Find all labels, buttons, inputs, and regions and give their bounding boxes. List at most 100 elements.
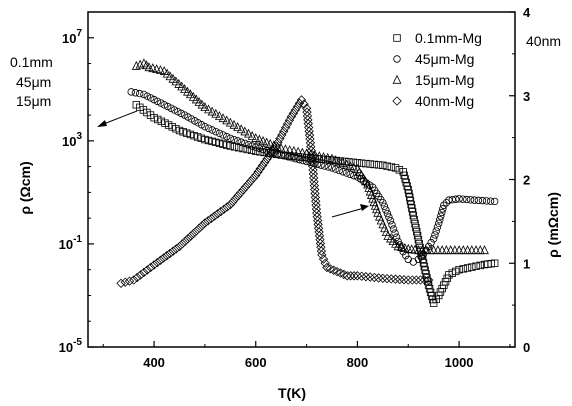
data-point (266, 147, 277, 158)
data-point (318, 254, 329, 264)
data-point (409, 211, 418, 220)
legend-label: 0.1mm-Mg (415, 30, 482, 46)
data-point (241, 139, 249, 148)
data-point (155, 255, 166, 265)
data-point (152, 257, 162, 268)
data-point (365, 272, 375, 282)
data-point (251, 170, 261, 180)
data-point (324, 163, 333, 171)
data-point (180, 236, 190, 246)
data-point (410, 215, 418, 224)
data-point (203, 216, 213, 226)
data-point (204, 104, 213, 114)
data-point (379, 198, 387, 207)
data-point (197, 220, 207, 231)
data-point (439, 205, 447, 213)
data-point (206, 213, 216, 224)
legend-marker-triangle (392, 74, 402, 84)
data-point (269, 140, 279, 150)
data-point (212, 209, 223, 219)
data-point (183, 234, 193, 244)
data-point (395, 274, 405, 285)
data-point (155, 65, 165, 75)
data-point (345, 161, 355, 170)
data-point (490, 197, 499, 206)
right-axis-arrowhead (360, 204, 369, 211)
data-point (383, 162, 391, 170)
data-point (222, 202, 232, 212)
data-point (432, 295, 440, 304)
data-point (143, 92, 152, 100)
data-point (279, 126, 289, 137)
data-point (372, 204, 381, 214)
data-point (440, 201, 448, 209)
data-point (277, 130, 287, 140)
data-point (271, 141, 281, 151)
data-point (418, 255, 427, 263)
right-axis-arrow (331, 207, 365, 218)
data-point (273, 137, 283, 148)
data-point (321, 162, 329, 170)
data-point (431, 231, 439, 239)
data-point (424, 242, 433, 251)
data-point (382, 273, 392, 284)
data-point (407, 275, 417, 285)
data-point (285, 152, 294, 160)
data-point (160, 101, 168, 109)
data-point (201, 122, 209, 131)
data-point (293, 146, 303, 156)
data-point (140, 90, 148, 99)
data-point (320, 258, 330, 268)
data-point (299, 99, 309, 109)
data-marks (116, 58, 499, 307)
data-point (335, 166, 343, 175)
data-point (331, 155, 341, 165)
data-point (379, 161, 387, 170)
data-point (363, 179, 373, 189)
data-point (225, 199, 235, 210)
data-point (429, 235, 438, 243)
x-tick-label: 800 (347, 355, 369, 370)
y-right-tick-label: 1 (523, 256, 530, 271)
data-point (228, 197, 238, 207)
y-left-tick-label: 107 (62, 28, 82, 46)
data-point (331, 165, 340, 173)
data-point (370, 160, 379, 169)
y-left-axis-title: ρ (Ωcm) (17, 161, 33, 214)
data-point (290, 152, 298, 161)
data-point (373, 273, 384, 283)
y-right-axis-title: ρ (mΩcm) (545, 192, 561, 258)
data-point (218, 113, 228, 123)
data-point (412, 223, 420, 232)
data-point (403, 275, 413, 285)
data-point (219, 204, 229, 214)
data-point (364, 183, 374, 192)
data-point (463, 264, 472, 272)
data-point (244, 141, 253, 149)
data-point (230, 143, 239, 151)
data-point (429, 299, 438, 307)
data-point (328, 164, 336, 172)
data-point (226, 134, 235, 142)
data-point (459, 195, 467, 203)
data-point (139, 267, 149, 278)
data-point (262, 154, 272, 164)
data-point (252, 143, 260, 151)
data-point (236, 124, 246, 134)
data-point (433, 223, 442, 231)
data-point (383, 209, 392, 218)
data-point (157, 99, 165, 107)
data-point (386, 217, 395, 225)
data-point (225, 117, 235, 127)
data-point (146, 94, 155, 102)
data-point (415, 275, 426, 285)
data-point (248, 142, 256, 150)
data-point (280, 144, 290, 154)
data-point (254, 134, 264, 144)
data-point (338, 158, 348, 168)
data-point (290, 105, 301, 115)
data-point (153, 97, 162, 106)
data-point (167, 104, 175, 112)
data-point (387, 163, 396, 171)
data-point (386, 274, 396, 284)
